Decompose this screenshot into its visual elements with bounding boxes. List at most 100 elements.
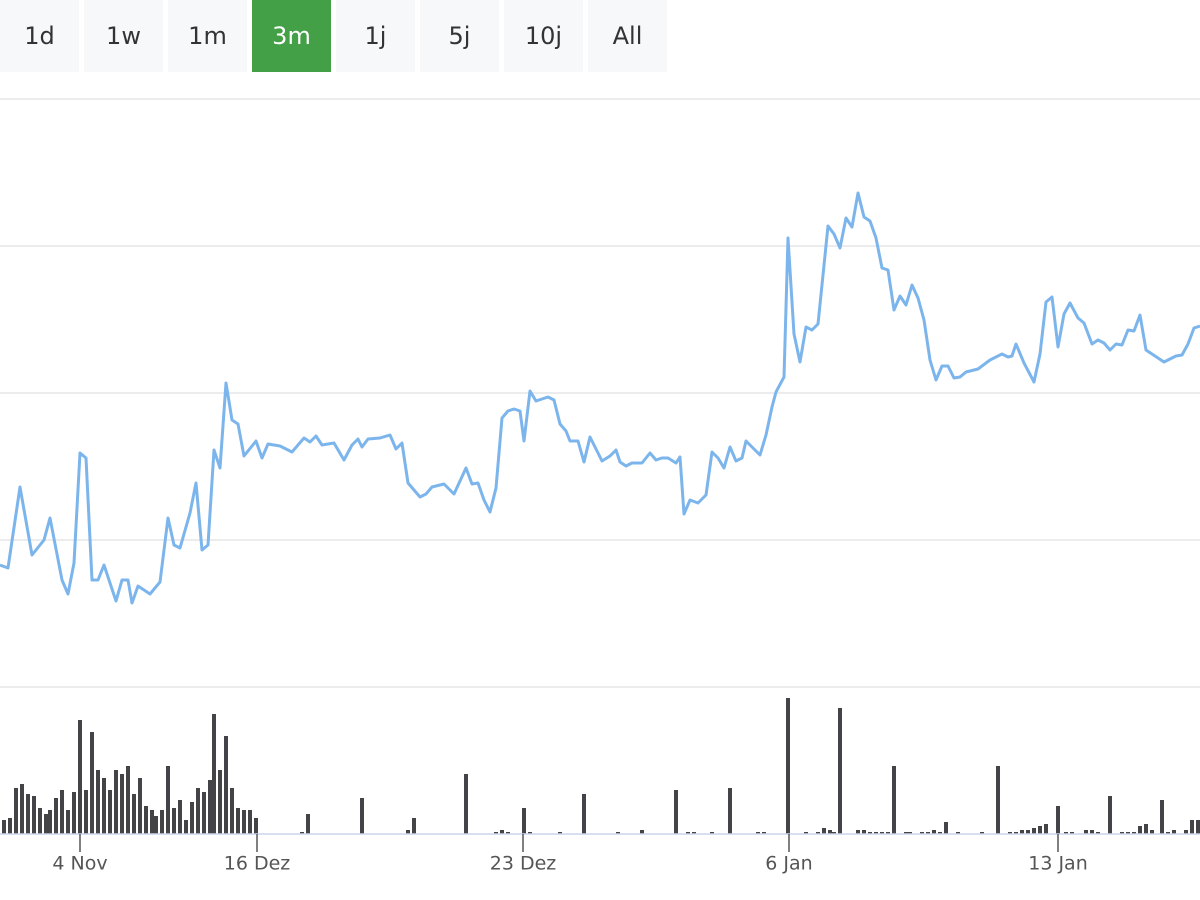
x-tick-label: 16 Dez <box>224 853 291 875</box>
volume-bar <box>54 798 58 834</box>
volume-bar <box>1032 828 1036 834</box>
volume-bar <box>762 832 766 834</box>
volume-bar <box>926 832 930 834</box>
volume-bar <box>172 808 176 834</box>
volume-bar <box>558 832 562 834</box>
volume-bar <box>150 810 154 834</box>
volume-bar <box>674 790 678 834</box>
volume-bar <box>494 832 498 834</box>
volume-bar <box>132 794 136 834</box>
volume-bar <box>208 780 212 834</box>
volume-bar <box>920 832 924 834</box>
volume-bar <box>1014 832 1018 834</box>
volume-bar <box>178 800 182 834</box>
volume-bar <box>236 808 240 834</box>
volume-bar <box>1020 830 1024 834</box>
range-button[interactable]: All <box>588 0 667 72</box>
volume-bar <box>1144 824 1148 834</box>
volume-bar <box>160 810 164 834</box>
volume-bar <box>138 778 142 834</box>
volume-bar <box>1126 832 1130 834</box>
volume-bar <box>908 832 912 834</box>
volume-bar <box>1138 826 1142 834</box>
volume-bar <box>1166 832 1170 834</box>
volume-bar <box>1070 832 1074 834</box>
volume-bar <box>616 832 620 834</box>
volume-bar <box>360 798 364 834</box>
range-button[interactable]: 1j <box>336 0 415 72</box>
volume-bar <box>980 832 984 834</box>
volume-bar <box>78 720 82 834</box>
volume-bar <box>1160 800 1164 834</box>
volume-bar <box>728 788 732 834</box>
volume-bar <box>242 810 246 834</box>
volume-bar <box>218 770 222 834</box>
volume-bar <box>20 784 24 834</box>
volume-bar <box>1056 806 1060 834</box>
x-tick-label: 13 Jan <box>1028 853 1088 875</box>
volume-bar <box>692 832 696 834</box>
range-button[interactable]: 5j <box>420 0 499 72</box>
volume-bar <box>166 766 170 834</box>
volume-bar <box>1150 830 1154 834</box>
volume-bar <box>856 830 860 834</box>
volume-bar <box>1026 830 1030 834</box>
range-button[interactable]: 1w <box>84 0 163 72</box>
volume-bar <box>886 832 890 834</box>
volume-bar <box>126 766 130 834</box>
volume-bar <box>184 820 188 834</box>
volume-bar <box>230 788 234 834</box>
volume-bar <box>1084 830 1088 834</box>
volume-bar <box>48 810 52 834</box>
volume-bar <box>44 814 48 834</box>
volume-bar <box>406 830 410 834</box>
volume-bar <box>956 832 960 834</box>
volume-bar <box>464 774 468 834</box>
volume-bar <box>248 810 252 834</box>
volume-bar <box>1096 832 1100 834</box>
volume-bar <box>822 828 826 834</box>
volume-bar <box>710 832 714 834</box>
volume-bar <box>996 766 1000 834</box>
volume-bar <box>582 794 586 834</box>
range-button[interactable]: 1m <box>168 0 247 72</box>
volume-bar <box>880 832 884 834</box>
volume-bar <box>190 802 194 834</box>
volume-bar <box>102 778 106 834</box>
volume-bar <box>196 788 200 834</box>
volume-bar <box>144 806 148 834</box>
volume-bar <box>90 732 94 834</box>
volume-bar <box>506 832 510 834</box>
range-button[interactable]: 3m <box>252 0 331 72</box>
volume-bar <box>528 832 532 834</box>
volume-bar <box>114 770 118 834</box>
volume-bar <box>874 832 878 834</box>
volume-bar <box>500 830 504 834</box>
volume-bar <box>1108 796 1112 834</box>
volume-bar <box>108 790 112 834</box>
volume-bar <box>212 714 216 834</box>
volume-bar <box>1184 830 1188 834</box>
volume-bar <box>66 810 70 834</box>
volume-bar <box>32 796 36 834</box>
volume-bar <box>932 830 936 834</box>
range-button[interactable]: 1d <box>0 0 79 72</box>
volume-bar <box>686 832 690 834</box>
volume-bar <box>640 830 644 834</box>
volume-bar <box>868 832 872 834</box>
volume-bar <box>38 808 42 834</box>
volume-bar <box>904 832 908 834</box>
volume-bar <box>522 808 526 834</box>
volume-bar <box>786 698 790 834</box>
volume-bar <box>816 832 820 834</box>
volume-bar <box>84 790 88 834</box>
volume-bar <box>938 832 942 834</box>
volume-bar <box>1038 826 1042 834</box>
range-button[interactable]: 10j <box>504 0 583 72</box>
volume-bar <box>1190 820 1194 834</box>
volume-bar <box>832 832 836 834</box>
volume-bar <box>120 774 124 834</box>
volume-bar <box>60 790 64 834</box>
